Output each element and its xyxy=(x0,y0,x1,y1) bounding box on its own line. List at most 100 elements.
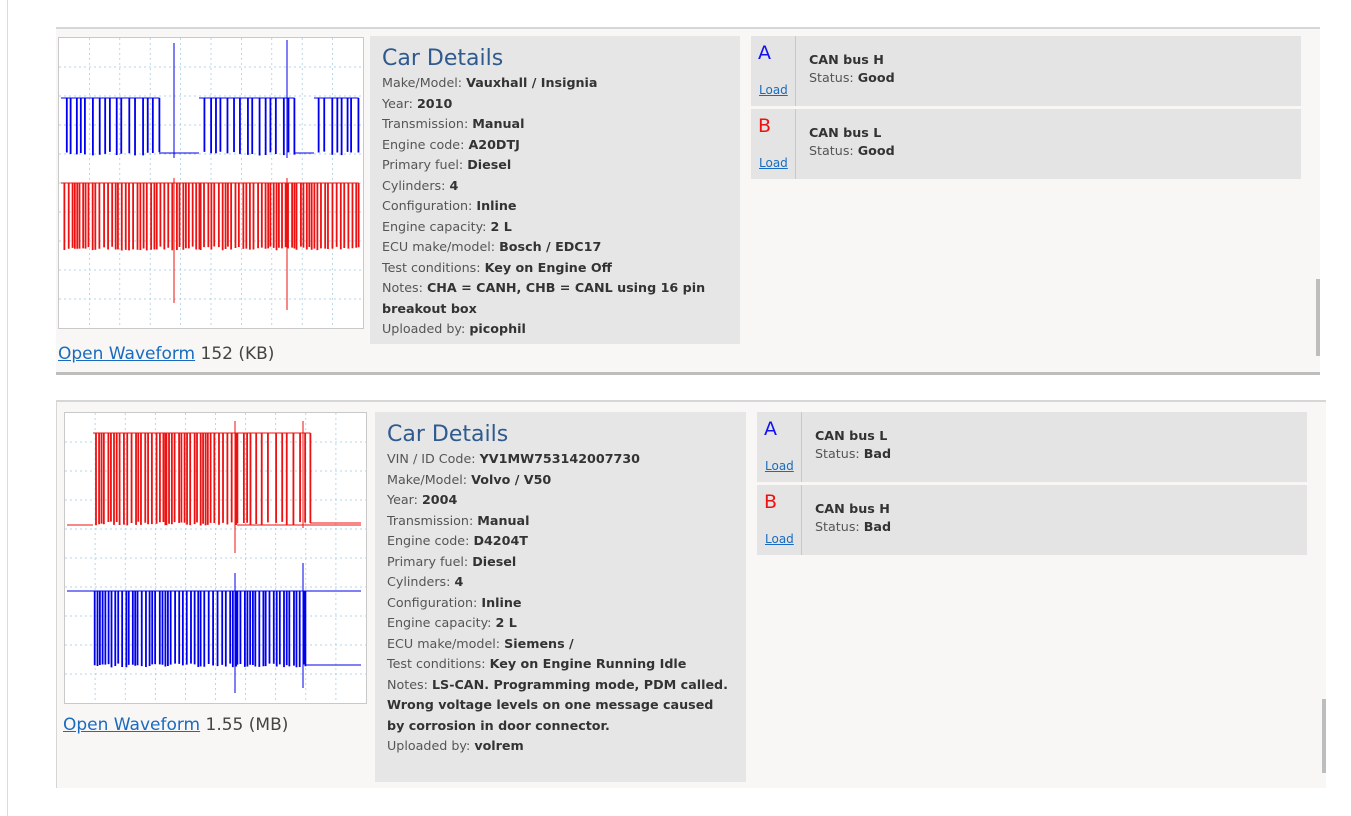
open-waveform-row: Open Waveform 152 (KB) xyxy=(58,344,274,364)
detail-row-notes: Notes: CHA = CANH, CHB = CANL using 16 p… xyxy=(382,278,728,319)
detail-label: Cylinders: xyxy=(387,574,451,589)
status-value: Bad xyxy=(863,519,892,534)
detail-row: Engine capacity: 2 L xyxy=(387,613,734,634)
detail-value: Manual xyxy=(477,512,530,528)
detail-value: 2 L xyxy=(490,218,512,234)
status-label: Status: xyxy=(815,519,860,534)
detail-value: 4 xyxy=(449,177,459,193)
channel-info: CAN bus L Status: Good xyxy=(809,124,895,160)
detail-label: Transmission: xyxy=(387,512,474,528)
channel-a: A Load CAN bus H Status: Good xyxy=(751,36,1301,106)
detail-value: 2010 xyxy=(416,95,453,111)
detail-row: Engine capacity: 2 L xyxy=(382,217,728,238)
detail-label: Make/Model: xyxy=(382,75,463,90)
detail-label: Notes: xyxy=(387,676,428,692)
detail-label: Year: xyxy=(387,492,418,507)
waveform-file-size: 152 (KB) xyxy=(200,344,275,364)
load-channel-link[interactable]: Load xyxy=(759,83,788,97)
detail-value: CHA = CANH, CHB = CANL using 16 pin brea… xyxy=(382,280,706,316)
detail-label: Transmission: xyxy=(382,116,469,131)
detail-label: Notes: xyxy=(382,280,423,295)
channel-letter: B xyxy=(764,491,778,513)
detail-row: Primary fuel: Diesel xyxy=(387,552,734,573)
load-channel-link[interactable]: Load xyxy=(765,459,794,473)
detail-row: Engine code: A20DTJ xyxy=(382,135,728,156)
channel-list: A Load CAN bus H Status: Good B Load CAN… xyxy=(751,36,1301,182)
detail-value: LS-CAN. Programming mode, PDM called. Wr… xyxy=(387,676,728,733)
vertical-scrollbar[interactable] xyxy=(1322,699,1326,773)
detail-value: Diesel xyxy=(467,157,512,172)
detail-value: picophil xyxy=(469,321,526,336)
open-waveform-link[interactable]: Open Waveform xyxy=(63,715,201,735)
channel-name: CAN bus H xyxy=(815,501,890,516)
detail-value: Diesel xyxy=(472,553,517,569)
detail-row: Configuration: Inline xyxy=(382,196,728,217)
detail-label: Primary fuel: xyxy=(382,157,464,172)
waveform-record-card: Open Waveform 152 (KB) Car Details Make/… xyxy=(56,27,1320,375)
detail-value: Bosch / EDC17 xyxy=(499,239,602,254)
detail-label: Uploaded by: xyxy=(387,738,471,753)
detail-value: 2004 xyxy=(421,492,458,507)
channel-list: A Load CAN bus L Status: Bad B Load CAN … xyxy=(757,412,1307,558)
car-details-title: Car Details xyxy=(382,46,504,71)
detail-row: Engine code: D4204T xyxy=(387,531,734,552)
waveform-record-card: Open Waveform 1.55 (MB) Car Details VIN … xyxy=(56,400,1326,788)
detail-label: VIN / ID Code: xyxy=(387,451,476,466)
detail-row: ECU make/model: Siemens / xyxy=(387,634,734,655)
detail-row: Year: 2010 xyxy=(382,94,728,115)
detail-label: Engine code: xyxy=(382,136,465,152)
channel-name: CAN bus L xyxy=(815,428,888,443)
detail-row: Cylinders: 4 xyxy=(387,572,734,593)
detail-row: Configuration: Inline xyxy=(387,593,734,614)
detail-label: Engine capacity: xyxy=(387,615,492,630)
waveform-thumbnail-image xyxy=(59,38,363,328)
vertical-scrollbar[interactable] xyxy=(1316,279,1320,356)
channel-letter: A xyxy=(758,42,771,64)
detail-row: Year: 2004 xyxy=(387,490,734,511)
detail-value: Manual xyxy=(472,116,525,131)
detail-label: Make/Model: xyxy=(387,471,468,487)
channel-b: B Load CAN bus H Status: Bad xyxy=(757,485,1307,555)
channel-name: CAN bus L xyxy=(809,125,882,140)
channel-info: CAN bus H Status: Good xyxy=(809,51,895,87)
detail-value: Siemens / xyxy=(504,635,574,651)
detail-value: Volvo / V50 xyxy=(471,471,552,487)
waveform-thumbnail-image xyxy=(65,413,366,703)
detail-value: Inline xyxy=(476,198,517,213)
detail-value: D4204T xyxy=(473,533,528,548)
detail-row: Transmission: Manual xyxy=(387,511,734,532)
load-channel-link[interactable]: Load xyxy=(765,532,794,546)
detail-label: Year: xyxy=(382,95,413,111)
status-value: Bad xyxy=(863,446,892,461)
detail-value: Key on Engine Running Idle xyxy=(489,656,687,671)
channel-name: CAN bus H xyxy=(809,52,884,67)
waveform-thumbnail[interactable] xyxy=(64,412,367,704)
detail-label: Cylinders: xyxy=(382,177,446,193)
channel-letter-box: B Load xyxy=(751,109,796,179)
detail-row: Uploaded by: volrem xyxy=(387,736,734,757)
open-waveform-row: Open Waveform 1.55 (MB) xyxy=(63,715,288,735)
detail-label: Uploaded by: xyxy=(382,321,466,336)
detail-label: Test conditions: xyxy=(382,259,481,275)
detail-label: Configuration: xyxy=(382,198,473,213)
status-value: Good xyxy=(857,143,895,158)
open-waveform-link[interactable]: Open Waveform xyxy=(58,344,196,364)
status-label: Status: xyxy=(809,143,854,158)
channel-letter-box: A Load xyxy=(757,412,802,482)
channel-info: CAN bus H Status: Bad xyxy=(815,500,891,536)
waveform-file-size: 1.55 (MB) xyxy=(205,715,289,735)
detail-label: Engine code: xyxy=(387,533,470,548)
channel-a: A Load CAN bus L Status: Bad xyxy=(757,412,1307,482)
detail-label: Primary fuel: xyxy=(387,553,469,569)
detail-row: ECU make/model: Bosch / EDC17 xyxy=(382,237,728,258)
load-channel-link[interactable]: Load xyxy=(759,156,788,170)
status-label: Status: xyxy=(809,70,854,85)
detail-row: Primary fuel: Diesel xyxy=(382,155,728,176)
detail-value: 4 xyxy=(454,574,464,589)
channel-b: B Load CAN bus L Status: Good xyxy=(751,109,1301,179)
waveform-thumbnail[interactable] xyxy=(58,37,364,329)
detail-value: Key on Engine Off xyxy=(484,259,612,275)
detail-row: Transmission: Manual xyxy=(382,114,728,135)
detail-value: Inline xyxy=(481,594,522,610)
detail-value: 2 L xyxy=(495,615,517,630)
